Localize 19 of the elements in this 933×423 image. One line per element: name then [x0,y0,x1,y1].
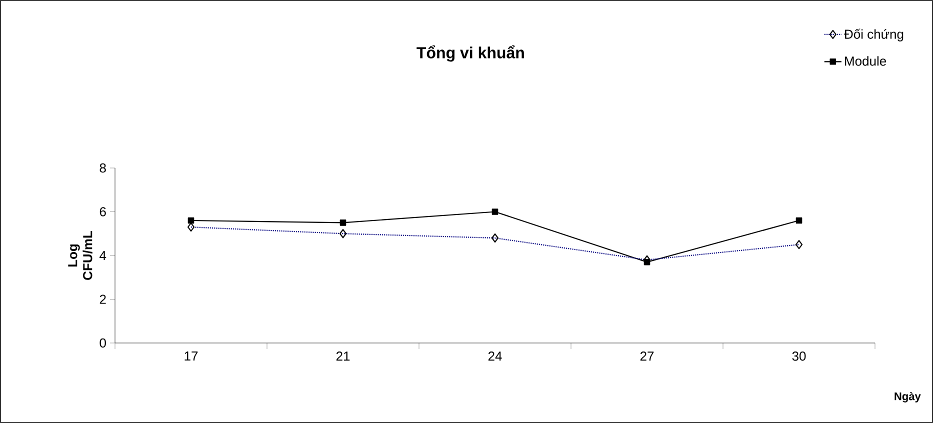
point [492,208,498,215]
y-tick-label: 6 [100,207,106,216]
legend-label: Đối chứng [844,28,904,42]
x-tick-label: 21 [336,352,350,361]
x-tick-label: 17 [184,352,198,360]
x-tick-label: 30 [792,352,806,361]
point [340,220,346,226]
y-tick-label: 8 [100,163,106,173]
legend-label: Module [845,56,886,66]
point [188,217,194,224]
y-tick-label: 0 [100,338,106,348]
x-tick-label: 24 [488,352,502,361]
x-tick-label: 27 [640,352,654,361]
point [796,217,802,224]
x-axis-title: Ngày [894,392,921,402]
y-tick-label: 2 [100,294,106,304]
chart-title: Tổng vi khuẩn [416,45,524,62]
y-axis-title: Log CFU/mL [68,230,92,280]
y-tick-label: 4 [100,251,106,260]
